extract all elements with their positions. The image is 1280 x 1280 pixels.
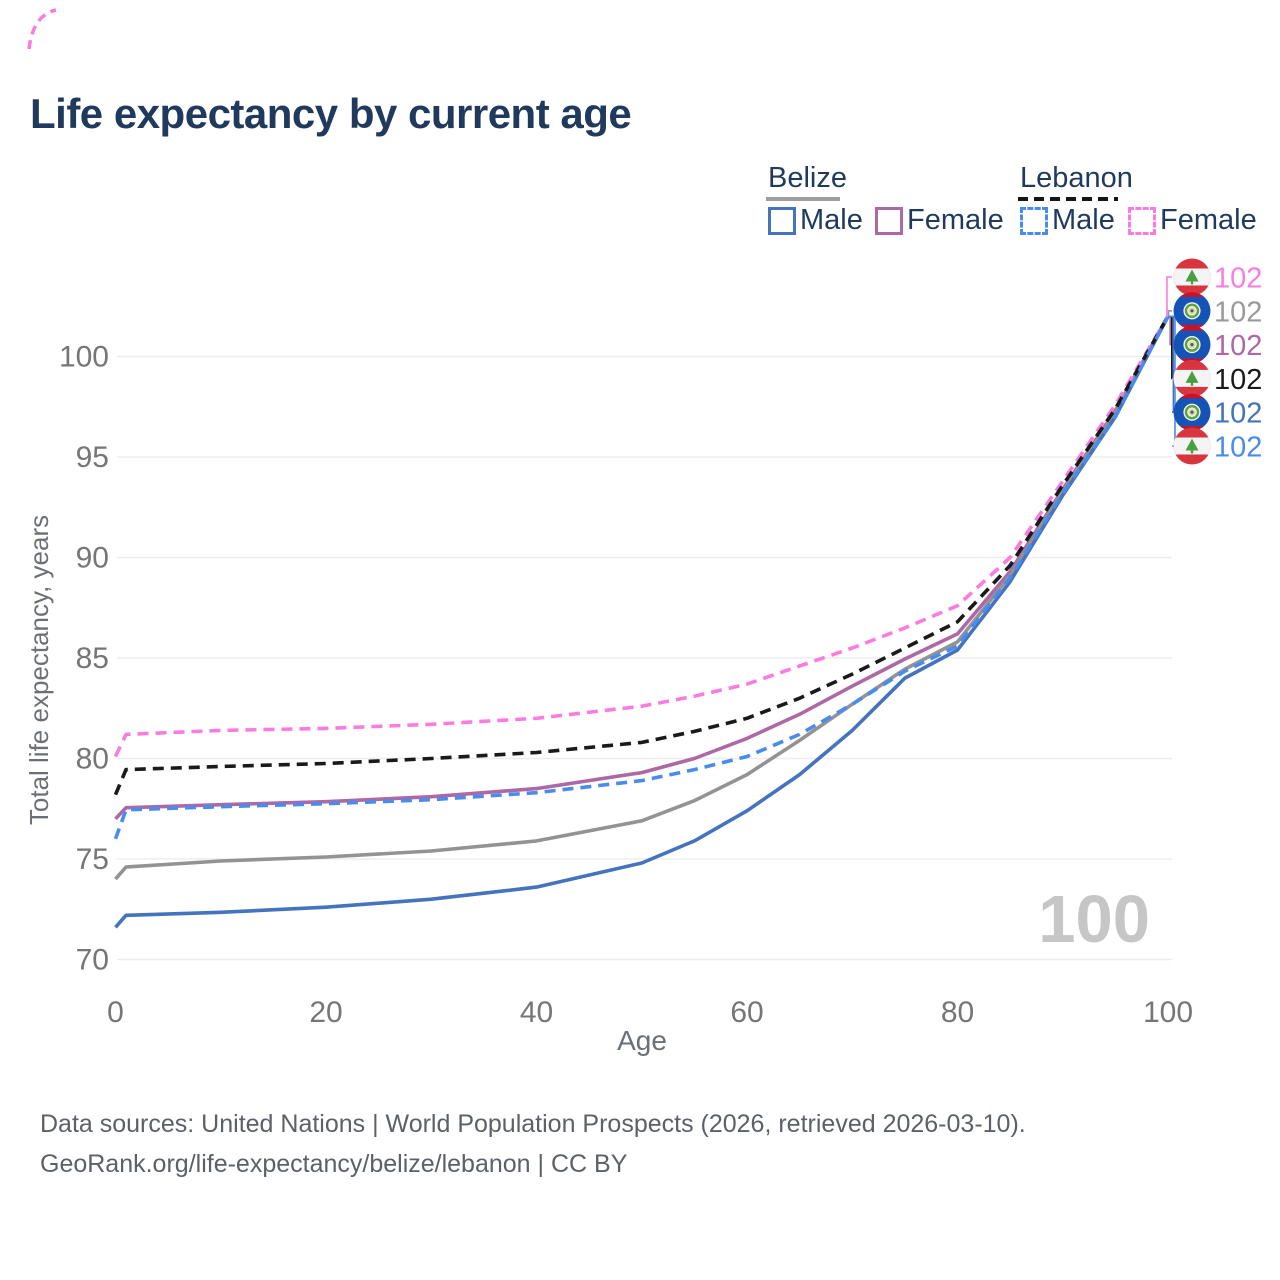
flag-belize-icon: [1173, 292, 1211, 330]
end-label-value: 102: [1214, 432, 1262, 464]
series-line-belize-male: [114, 315, 1170, 929]
y-tick-label: 95: [76, 441, 109, 474]
series-line-lebanon-male: [113, 315, 1170, 840]
end-label-leader: [1167, 309, 1172, 318]
y-axis-title: Total life expectancy, years: [24, 515, 54, 825]
series-line-lebanon-female: [113, 315, 1170, 758]
x-tick-label: 40: [520, 996, 553, 1029]
legend-country-lebanon[interactable]: Lebanon: [1020, 162, 1133, 194]
series-line-belize: [114, 315, 1170, 881]
legend-label-lebanon-female[interactable]: Female: [1160, 204, 1257, 236]
watermark-current-age: 100: [1038, 882, 1150, 957]
end-label-leader: [1166, 276, 1172, 318]
legend-belize-line-swatch: [766, 197, 840, 201]
legend-swatch-lebanon-female[interactable]: [1128, 207, 1156, 235]
x-tick-label: 80: [941, 996, 974, 1029]
x-tick-label: 100: [1143, 996, 1193, 1029]
end-label-value: 102: [1214, 296, 1262, 328]
series-line-lebanon: [113, 315, 1170, 796]
flag-lebanon-icon: [1173, 427, 1211, 465]
flag-belize-icon: [1173, 393, 1211, 431]
footer-data-sources: Data sources: United Nations | World Pop…: [40, 1110, 1026, 1138]
y-tick-label: 100: [59, 341, 109, 374]
legend-swatch-belize-female[interactable]: [875, 207, 903, 235]
x-tick-label: 60: [730, 996, 763, 1029]
legend-country-belize[interactable]: Belize: [768, 162, 847, 194]
flag-lebanon-icon: [1173, 258, 1211, 296]
flag-lebanon-icon: [1173, 359, 1211, 397]
y-tick-label: 90: [76, 542, 109, 575]
pink-dashed-artifact: [27, 8, 57, 50]
footer-attribution[interactable]: GeoRank.org/life-expectancy/belize/leban…: [40, 1150, 628, 1178]
end-label-value: 102: [1214, 263, 1262, 295]
legend-label-belize-male[interactable]: Male: [800, 204, 863, 236]
legend-label-belize-female[interactable]: Female: [907, 204, 1004, 236]
y-tick-label: 75: [76, 843, 109, 876]
y-tick-label: 70: [76, 944, 109, 977]
end-label-value: 102: [1214, 330, 1262, 362]
end-label-value: 102: [1214, 398, 1262, 430]
x-tick-label: 20: [309, 996, 342, 1029]
legend-label-lebanon-male[interactable]: Male: [1052, 204, 1115, 236]
legend-swatch-belize-male[interactable]: [768, 207, 796, 235]
x-axis-title: Age: [617, 1025, 667, 1056]
x-tick-label: 0: [107, 996, 124, 1029]
chart-title: Life expectancy by current age: [30, 90, 632, 137]
y-tick-label: 85: [76, 642, 109, 675]
y-tick-label: 80: [76, 743, 109, 776]
end-label-value: 102: [1214, 364, 1262, 396]
legend-swatch-lebanon-male[interactable]: [1020, 207, 1048, 235]
flag-belize-icon: [1173, 326, 1211, 364]
legend-lebanon-line-swatch: [1018, 197, 1118, 201]
